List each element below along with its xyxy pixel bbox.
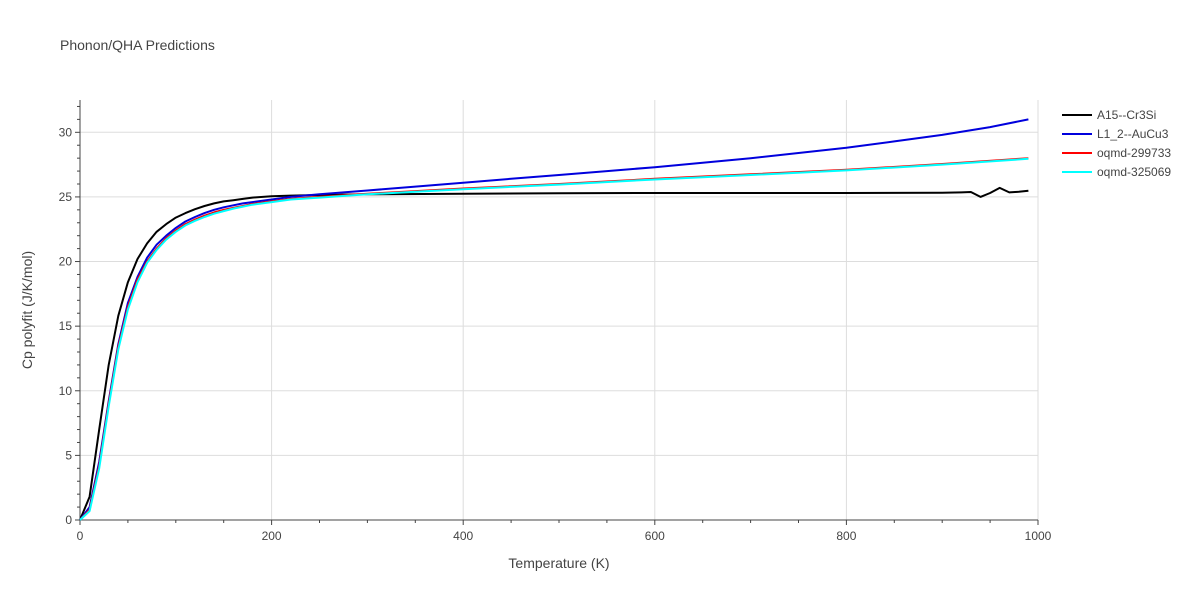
legend-label: oqmd-299733 xyxy=(1097,146,1171,160)
y-tick-label: 25 xyxy=(59,190,73,204)
legend-label: L1_2--AuCu3 xyxy=(1097,127,1169,141)
x-tick-label: 400 xyxy=(453,529,473,543)
chart-title: Phonon/QHA Predictions xyxy=(60,37,215,53)
legend-item[interactable]: A15--Cr3Si xyxy=(1062,108,1156,122)
x-tick-label: 1000 xyxy=(1025,529,1052,543)
y-tick-label: 0 xyxy=(65,513,72,527)
axes xyxy=(75,100,1039,525)
y-axis-title: Cp polyfit (J/K/mol) xyxy=(19,251,35,369)
x-tick-labels: 0 200 400 600 800 1000 xyxy=(77,529,1052,543)
x-tick-label: 0 xyxy=(77,529,84,543)
x-tick-label: 800 xyxy=(836,529,856,543)
series-line-2 xyxy=(79,118,1029,521)
x-tick-label: 600 xyxy=(645,529,665,543)
grid xyxy=(80,100,1039,520)
legend[interactable]: A15--Cr3Si L1_2--AuCu3 oqmd-299733 oqmd-325… xyxy=(1062,108,1171,179)
x-axis-title: Temperature (K) xyxy=(508,555,609,571)
legend-item[interactable]: oqmd-299733 xyxy=(1062,146,1171,160)
series-line-1 xyxy=(79,186,1029,521)
y-tick-label: 5 xyxy=(65,448,72,462)
x-tick-label: 200 xyxy=(262,529,282,543)
legend-item[interactable]: L1_2--AuCu3 xyxy=(1062,127,1169,141)
y-tick-label: 20 xyxy=(59,255,73,269)
legend-label: A15--Cr3Si xyxy=(1097,108,1156,122)
legend-label: oqmd-325069 xyxy=(1097,165,1171,179)
y-tick-label: 30 xyxy=(59,125,73,139)
y-tick-label: 10 xyxy=(59,384,73,398)
y-tick-labels: 0 5 10 15 20 25 30 xyxy=(59,125,73,527)
y-tick-label: 15 xyxy=(59,319,73,333)
series-layer xyxy=(79,118,1029,521)
series-line-4 xyxy=(79,157,1029,521)
legend-item[interactable]: oqmd-325069 xyxy=(1062,165,1171,179)
